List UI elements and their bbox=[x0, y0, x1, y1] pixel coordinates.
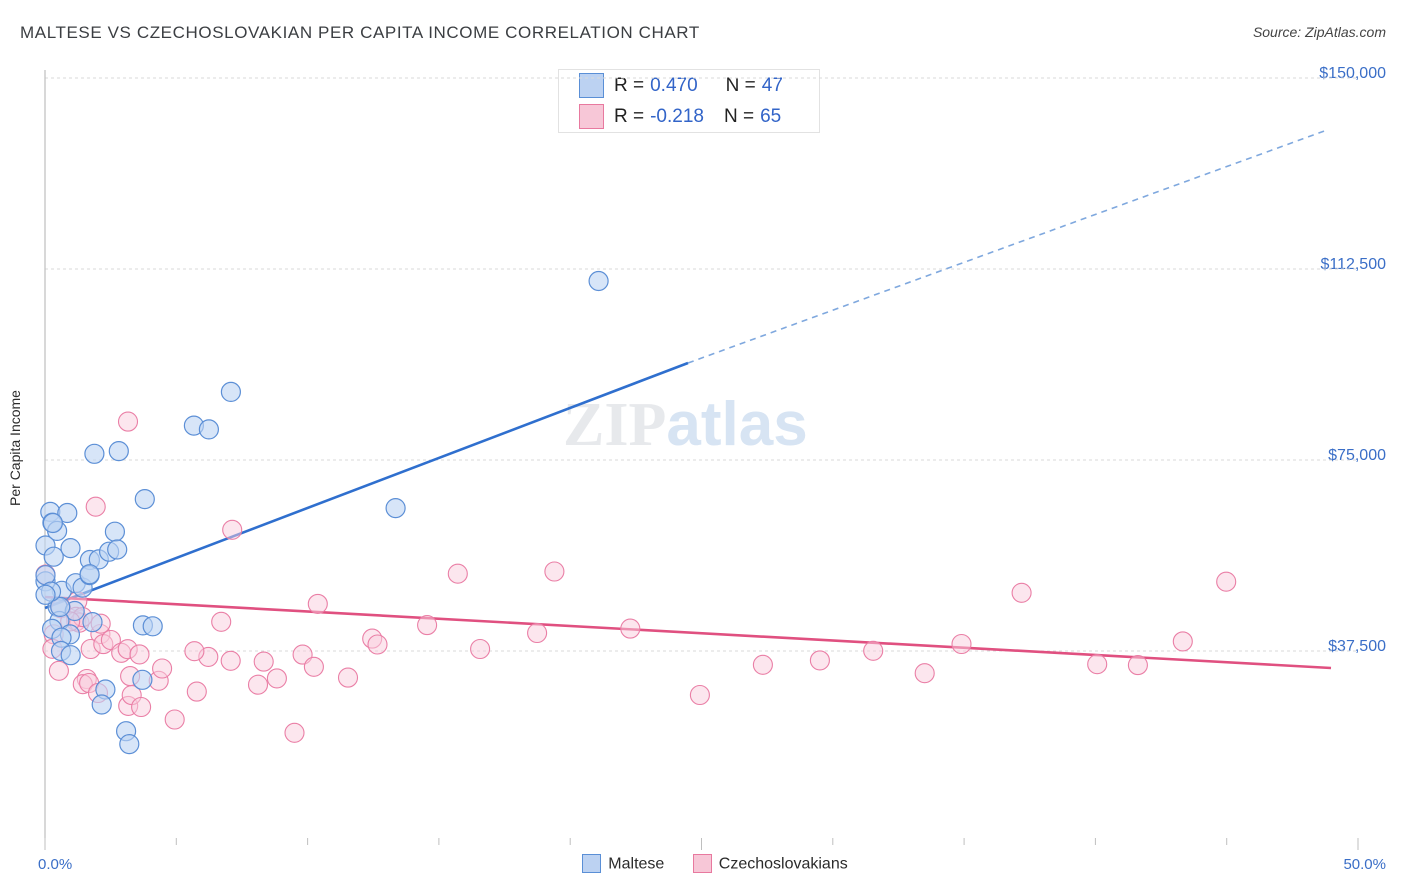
svg-text:ZIPatlas: ZIPatlas bbox=[563, 390, 808, 459]
